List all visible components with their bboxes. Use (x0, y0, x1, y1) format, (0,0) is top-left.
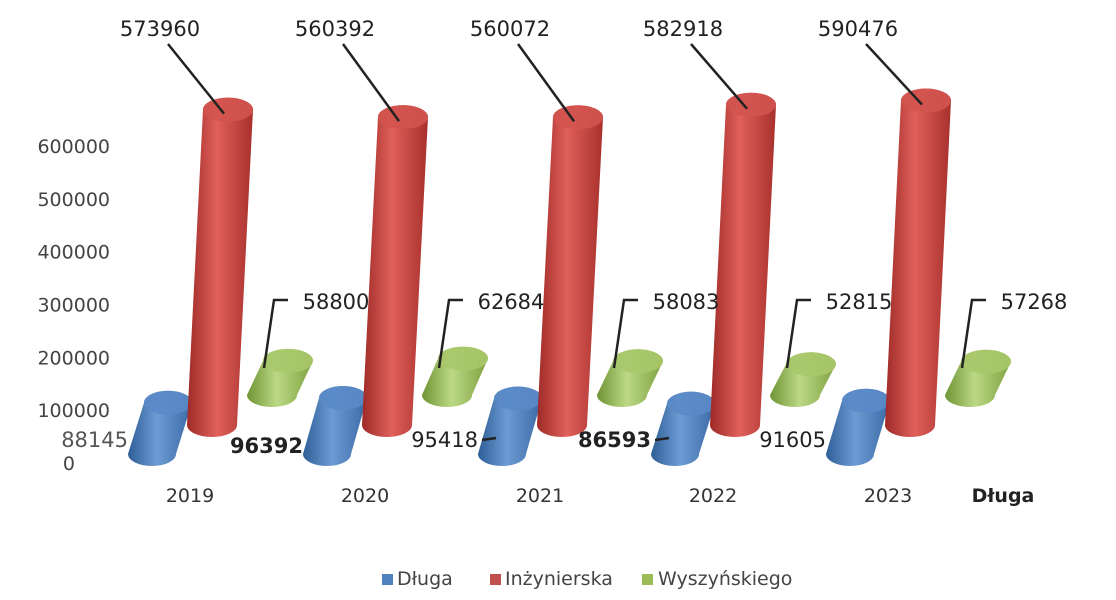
inzynierska-leader-line (341, 43, 401, 122)
wyszynskiego-leader-line (437, 298, 463, 369)
inzynierska-data-label: 582918 (643, 17, 723, 41)
inzynierska-bar (885, 88, 951, 437)
dluga-data-label: 88145 (61, 428, 128, 452)
inzynierska-data-label: 560392 (295, 17, 375, 41)
inzynierska-leader-line (690, 43, 748, 110)
dluga-bar-top (319, 385, 367, 410)
inzynierska-bar-top (901, 88, 951, 113)
x-tick-label: Długa (972, 485, 1035, 507)
legend-swatch (490, 574, 501, 585)
wyszynskiego-bar-top (263, 348, 313, 373)
inzynierska-bar-top (378, 105, 428, 130)
inzynierska-data-label: 590476 (818, 17, 898, 41)
y-tick-label: 600000 (37, 136, 110, 158)
wyszynskiego-data-label: 58800 (303, 290, 370, 314)
y-tick-label: 100000 (37, 400, 110, 422)
inzynierska-bar (187, 97, 253, 437)
dluga-leader-line (654, 436, 670, 442)
inzynierska-leader-line (516, 43, 576, 122)
wyszynskiego-leader-line (785, 298, 811, 369)
dluga-bar-top (494, 386, 542, 411)
inzynierska-bar (537, 105, 603, 438)
dluga-data-label: 86593 (578, 428, 651, 452)
dluga-data-label: 96392 (230, 434, 303, 458)
dluga-bar-top (842, 388, 890, 413)
x-tick-label: 2023 (864, 485, 912, 507)
inzynierska-data-label: 573960 (120, 17, 200, 41)
inzynierska-bar-top (553, 105, 603, 130)
legend-label: Wyszyńskiego (658, 568, 792, 590)
inzynierska-data-label: 560072 (470, 17, 550, 41)
wyszynskiego-data-label: 52815 (826, 290, 893, 314)
wyszynskiego-data-label: 62684 (478, 290, 545, 314)
y-tick-label: 300000 (37, 295, 110, 317)
x-tick-label: 2019 (166, 485, 214, 507)
inzynierska-leader-line (865, 43, 923, 106)
inzynierska-leader-line (167, 43, 225, 115)
x-tick-label: 2020 (341, 485, 389, 507)
wyszynskiego-bar-top (961, 349, 1011, 374)
inzynierska-bar (362, 105, 428, 437)
inzynierska-bar-top (726, 92, 776, 117)
dluga-bar-top (144, 390, 192, 415)
wyszynskiego-bar-top (786, 352, 836, 377)
wyszynskiego-bar-top (438, 346, 488, 371)
wyszynskiego-bar-top (613, 349, 663, 374)
dluga-data-label: 91605 (759, 428, 826, 452)
inzynierska-bar (710, 92, 776, 437)
wyszynskiego-leader-line (960, 298, 986, 369)
legend-swatch (642, 574, 653, 585)
dluga-data-label: 95418 (411, 428, 478, 452)
x-tick-label: 2022 (689, 485, 737, 507)
legend-swatch (382, 574, 393, 585)
y-tick-label: 500000 (37, 189, 110, 211)
legend-label: Długa (397, 568, 453, 590)
wyszynskiego-data-label: 57268 (1001, 290, 1068, 314)
y-tick-label: 200000 (37, 347, 110, 369)
wyszynskiego-leader-line (612, 298, 638, 369)
dluga-leader-line (481, 436, 497, 442)
x-tick-label: 2021 (516, 485, 564, 507)
y-tick-label: 400000 (37, 242, 110, 264)
dluga-bar-top (667, 391, 715, 416)
y-tick-label: 0 (63, 453, 75, 475)
wyszynskiego-data-label: 58083 (653, 290, 720, 314)
wyszynskiego-leader-line (262, 298, 288, 369)
inzynierska-bar-top (203, 97, 253, 122)
legend-label: Inżynierska (505, 568, 613, 590)
